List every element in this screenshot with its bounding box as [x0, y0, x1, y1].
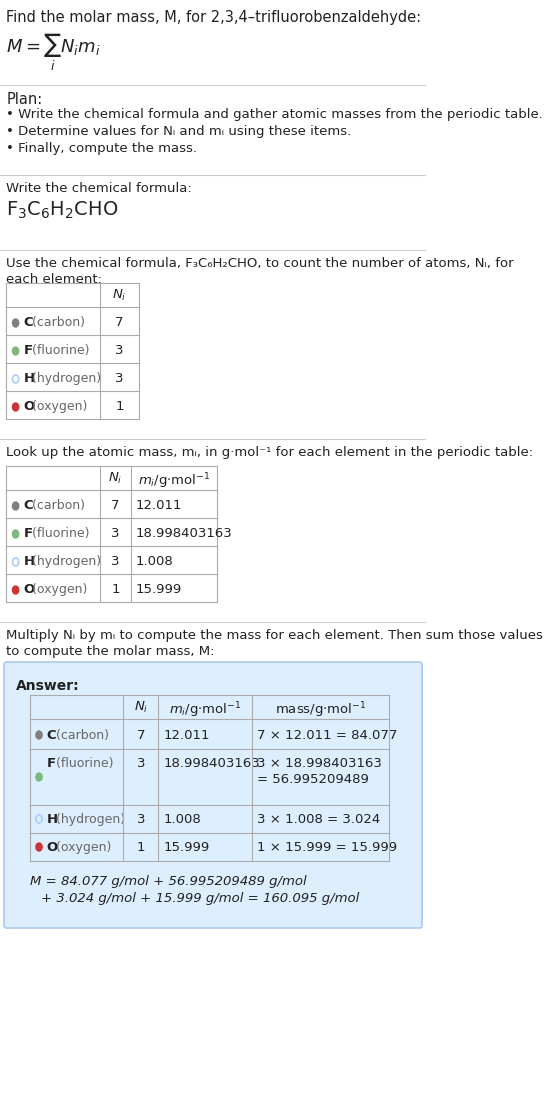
Text: 3 × 18.998403163: 3 × 18.998403163 [257, 757, 382, 770]
Text: (carbon): (carbon) [28, 499, 85, 512]
Text: 18.998403163: 18.998403163 [136, 527, 233, 540]
Text: each element:: each element: [6, 273, 102, 286]
Text: 15.999: 15.999 [163, 842, 209, 854]
Text: to compute the molar mass, M:: to compute the molar mass, M: [6, 645, 215, 658]
Circle shape [13, 346, 19, 355]
Text: C: C [23, 499, 33, 512]
Text: (fluorine): (fluorine) [28, 344, 90, 358]
Text: (oxygen): (oxygen) [28, 583, 87, 596]
Text: 1 × 15.999 = 15.999: 1 × 15.999 = 15.999 [257, 842, 397, 854]
Text: 7: 7 [111, 499, 120, 512]
Text: $\mathrm{F_3C_6H_2CHO}$: $\mathrm{F_3C_6H_2CHO}$ [6, 200, 118, 221]
Text: $M = \sum_i N_i m_i$: $M = \sum_i N_i m_i$ [6, 32, 100, 74]
Text: $m_i/\mathrm{g{\cdot}mol^{-1}}$: $m_i/\mathrm{g{\cdot}mol^{-1}}$ [138, 471, 210, 491]
Text: • Write the chemical formula and gather atomic masses from the periodic table.: • Write the chemical formula and gather … [6, 108, 543, 121]
Text: 1.008: 1.008 [136, 556, 174, 568]
Text: (hydrogen): (hydrogen) [28, 556, 102, 568]
Text: (oxygen): (oxygen) [52, 842, 111, 854]
Text: O: O [47, 842, 58, 854]
Text: 3: 3 [111, 556, 120, 568]
Circle shape [13, 319, 19, 327]
Text: C: C [47, 729, 56, 743]
Circle shape [13, 586, 19, 594]
Text: 3 × 1.008 = 3.024: 3 × 1.008 = 3.024 [257, 813, 380, 826]
Text: (fluorine): (fluorine) [28, 527, 90, 540]
Text: $N_i$: $N_i$ [112, 288, 127, 304]
Text: Use the chemical formula, F₃C₆H₂CHO, to count the number of atoms, Nᵢ, for: Use the chemical formula, F₃C₆H₂CHO, to … [6, 257, 514, 270]
Text: F: F [47, 757, 56, 770]
Text: = 56.995209489: = 56.995209489 [257, 773, 369, 786]
Text: (oxygen): (oxygen) [28, 400, 87, 412]
Text: 15.999: 15.999 [136, 583, 182, 596]
Text: 12.011: 12.011 [163, 729, 210, 743]
Text: 1: 1 [111, 583, 120, 596]
Circle shape [36, 773, 42, 781]
Circle shape [13, 530, 19, 538]
Text: + 3.024 g/mol + 15.999 g/mol = 160.095 g/mol: + 3.024 g/mol + 15.999 g/mol = 160.095 g… [41, 892, 360, 905]
Text: Write the chemical formula:: Write the chemical formula: [6, 182, 192, 195]
Text: • Finally, compute the mass.: • Finally, compute the mass. [6, 142, 197, 155]
Circle shape [13, 403, 19, 411]
Text: 7 × 12.011 = 84.077: 7 × 12.011 = 84.077 [257, 729, 397, 743]
Text: Plan:: Plan: [6, 92, 43, 107]
Text: $N_i$: $N_i$ [108, 471, 123, 486]
Text: Find the molar mass, M, for 2,3,4–trifluorobenzaldehyde:: Find the molar mass, M, for 2,3,4–triflu… [6, 10, 422, 25]
Circle shape [13, 502, 19, 510]
Text: 7: 7 [136, 729, 145, 743]
Text: $N_i$: $N_i$ [134, 700, 148, 715]
Circle shape [36, 732, 42, 739]
Text: $\mathrm{mass/g{\cdot}mol^{-1}}$: $\mathrm{mass/g{\cdot}mol^{-1}}$ [275, 700, 366, 719]
Text: Look up the atomic mass, mᵢ, in g·mol⁻¹ for each element in the periodic table:: Look up the atomic mass, mᵢ, in g·mol⁻¹ … [6, 446, 533, 459]
Text: H: H [23, 372, 34, 385]
Text: H: H [23, 556, 34, 568]
Text: 3: 3 [136, 757, 145, 770]
Text: F: F [23, 527, 33, 540]
Text: O: O [23, 583, 34, 596]
Text: M = 84.077 g/mol + 56.995209489 g/mol: M = 84.077 g/mol + 56.995209489 g/mol [29, 874, 306, 888]
Text: (carbon): (carbon) [28, 316, 85, 329]
Text: Multiply Nᵢ by mᵢ to compute the mass for each element. Then sum those values: Multiply Nᵢ by mᵢ to compute the mass fo… [6, 629, 543, 642]
Text: 18.998403163: 18.998403163 [163, 757, 260, 770]
Text: 12.011: 12.011 [136, 499, 182, 512]
Text: F: F [23, 344, 33, 358]
Text: H: H [47, 813, 58, 826]
Text: $m_i/\mathrm{g{\cdot}mol^{-1}}$: $m_i/\mathrm{g{\cdot}mol^{-1}}$ [169, 700, 241, 719]
Text: • Determine values for Nᵢ and mᵢ using these items.: • Determine values for Nᵢ and mᵢ using t… [6, 125, 352, 138]
Text: (carbon): (carbon) [52, 729, 109, 743]
Text: Answer:: Answer: [16, 679, 79, 693]
Text: (hydrogen): (hydrogen) [52, 813, 125, 826]
Text: 3: 3 [136, 813, 145, 826]
Text: 1: 1 [136, 842, 145, 854]
Text: 3: 3 [111, 527, 120, 540]
Text: C: C [23, 316, 33, 329]
Text: 3: 3 [115, 344, 123, 358]
FancyBboxPatch shape [4, 662, 422, 928]
Text: (fluorine): (fluorine) [52, 757, 113, 770]
Circle shape [36, 843, 42, 851]
Text: O: O [23, 400, 34, 412]
Text: (hydrogen): (hydrogen) [28, 372, 102, 385]
Text: 1.008: 1.008 [163, 813, 201, 826]
Text: 1: 1 [115, 400, 123, 412]
Text: 7: 7 [115, 316, 123, 329]
Text: 3: 3 [115, 372, 123, 385]
